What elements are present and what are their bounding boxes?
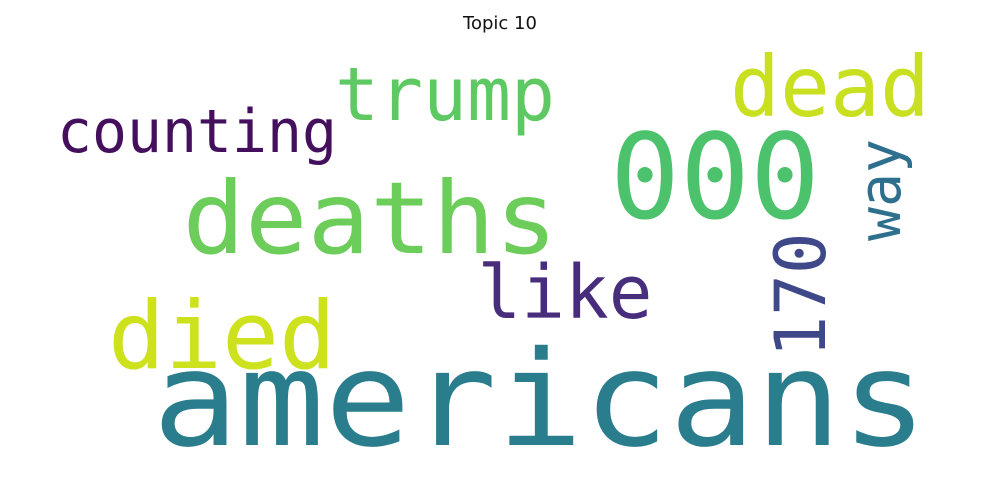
word-like: like: [478, 250, 653, 336]
word-died: died: [108, 282, 336, 391]
word-170: 170: [760, 233, 842, 358]
word-dead: dead: [730, 38, 930, 136]
word-counting: counting: [57, 97, 337, 167]
word-000: 000: [610, 108, 820, 246]
word-deaths: deaths: [183, 160, 558, 277]
word-way: way: [846, 139, 914, 241]
word-americans: americans: [153, 323, 928, 477]
word-trump: trump: [335, 52, 555, 138]
chart-title: Topic 10: [463, 13, 537, 34]
